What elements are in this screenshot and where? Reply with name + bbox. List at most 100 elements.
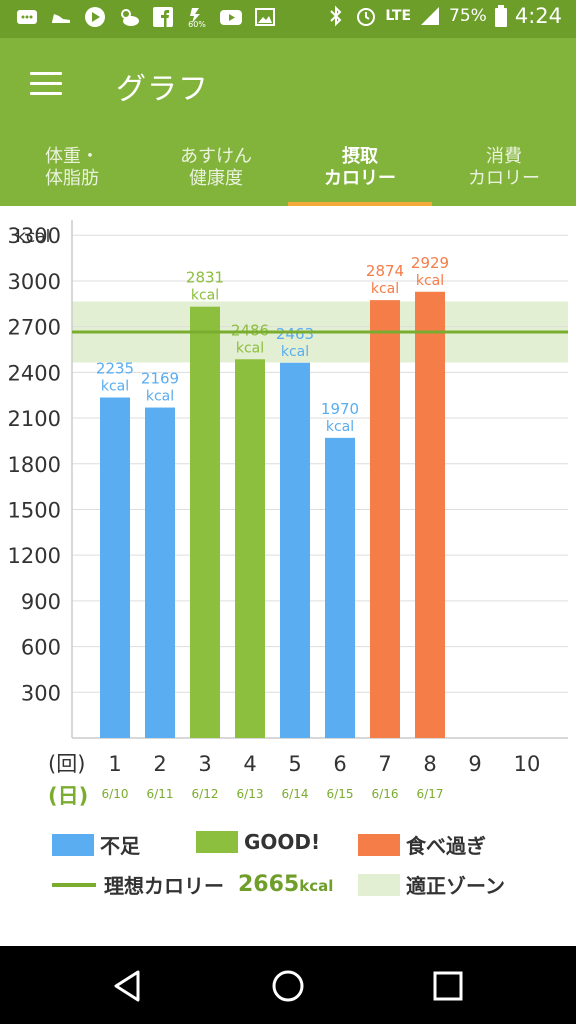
chart-svg: 300 600 900 1200 1500 1800 2100 2400 2700 3000 330…	[8, 220, 568, 808]
tab-label-line2: 体脂肪	[45, 168, 99, 189]
data-label-unit: kcal	[371, 281, 399, 297]
battery-percent: 75%	[449, 6, 487, 26]
legend-swatch-good	[196, 831, 238, 853]
app-bar: グラフ 体重・ 体脂肪 あすけん 健康度 摂取 カロリー 消費 カロリー	[0, 38, 576, 206]
x-row-label: (回)	[48, 752, 85, 776]
alarm-icon	[357, 8, 376, 26]
data-label-unit: kcal	[326, 419, 354, 435]
bar-4	[235, 359, 265, 738]
legend-label-zone: 適正ゾーン	[406, 874, 505, 898]
svg-text:60%: 60%	[188, 20, 206, 28]
chart-legend: 不足 GOOD! 食べ過ぎ 理想カロリー 2665kcal 適正ゾーン	[0, 822, 576, 942]
data-label-unit: kcal	[236, 340, 264, 356]
y-tick-label: 600	[21, 636, 61, 660]
x-tick-label: 1	[108, 752, 121, 776]
tab-weight-bodyfat[interactable]: 体重・ 体脂肪	[0, 138, 144, 206]
legend-label-ideal: 理想カロリー	[104, 874, 224, 898]
x-tick-label: 10	[514, 752, 541, 776]
bar-1	[100, 397, 130, 738]
tab-label-line2: カロリー	[324, 168, 396, 189]
photo-icon	[255, 8, 275, 26]
data-label-value: 2169	[141, 370, 179, 388]
bar-2	[145, 407, 175, 738]
legend-label-good: GOOD!	[244, 830, 321, 854]
legend-label-short: 不足	[100, 834, 140, 858]
shoe-icon	[52, 14, 70, 23]
bar-8	[415, 291, 445, 738]
date-tick-label: 6/16	[372, 787, 399, 801]
legend-label-over: 食べ過ぎ	[406, 834, 486, 858]
legend-swatch-over	[358, 833, 400, 856]
x-tick-label: 2	[153, 752, 166, 776]
chat-icon	[17, 10, 37, 24]
y-tick-label: 1800	[8, 453, 61, 477]
data-label-unit: kcal	[146, 389, 174, 405]
tab-health-score[interactable]: あすけん 健康度	[144, 138, 288, 206]
y-tick-label: 900	[21, 590, 61, 614]
calorie-bar-chart: 300 600 900 1200 1500 1800 2100 2400 2700 3000 330…	[0, 206, 576, 816]
recents-icon[interactable]	[430, 968, 466, 1004]
ideal-calorie-value: 2665kcal	[238, 872, 333, 897]
tab-burned-calories[interactable]: 消費 カロリー	[432, 138, 576, 206]
saver-icon: 60%	[188, 8, 206, 28]
battery-icon	[494, 5, 507, 27]
y-tick-label: 3000	[8, 270, 61, 294]
x-tick-label: 5	[288, 752, 301, 776]
x-tick-label: 8	[423, 752, 436, 776]
notification-icons: 60%	[16, 6, 276, 28]
y-tick-label: 1500	[8, 498, 61, 522]
date-tick-label: 6/17	[417, 787, 444, 801]
y-axis-unit-label: kcal	[16, 227, 50, 247]
weather-icon	[121, 9, 139, 26]
network-type: LTE	[385, 8, 412, 24]
legend-item-zone: 適正ゾーン	[358, 870, 505, 899]
tab-intake-calories[interactable]: 摂取 カロリー	[288, 138, 432, 206]
legend-swatch-zone	[358, 873, 400, 896]
x-tick-label: 4	[243, 752, 256, 776]
date-tick-label: 6/14	[282, 787, 309, 801]
tab-bar: 体重・ 体脂肪 あすけん 健康度 摂取 カロリー 消費 カロリー	[0, 138, 576, 206]
data-label-unit: kcal	[191, 288, 219, 304]
y-tick-label: 1200	[8, 544, 61, 568]
data-label-value: 2929	[411, 254, 449, 272]
x-tick-label: 6	[333, 752, 346, 776]
ideal-calorie-unit: kcal	[299, 877, 334, 895]
x-tick-label: 3	[198, 752, 211, 776]
bar-3	[190, 306, 220, 738]
tab-label-line1: 体重・	[45, 146, 99, 167]
legend-item-ideal: 理想カロリー 2665kcal	[52, 870, 333, 899]
back-icon[interactable]	[110, 968, 146, 1004]
bluetooth-icon	[330, 5, 342, 27]
play-icon	[85, 7, 105, 27]
data-label-value: 2486	[231, 321, 269, 339]
date-row-label: (日)	[48, 784, 88, 808]
tab-label-line2: カロリー	[468, 168, 540, 189]
tab-label-line1: あすけん	[180, 146, 252, 167]
date-tick-label: 6/11	[147, 787, 174, 801]
date-tick-label: 6/12	[192, 787, 219, 801]
tab-label-line2: 健康度	[189, 168, 243, 189]
date-tick-label: 6/10	[102, 787, 129, 801]
page-title: グラフ	[116, 72, 209, 107]
data-label-unit: kcal	[416, 273, 444, 289]
home-icon[interactable]	[270, 968, 306, 1004]
date-tick-label: 6/13	[237, 787, 264, 801]
x-tick-label: 9	[468, 752, 481, 776]
clock: 4:24	[514, 4, 562, 28]
system-nav-bar	[0, 946, 576, 1024]
date-tick-label: 6/15	[327, 787, 354, 801]
ideal-calorie-number: 2665	[238, 872, 300, 897]
system-status: LTE 75% 4:24	[325, 4, 562, 28]
facebook-icon	[153, 7, 173, 27]
legend-item-over: 食べ過ぎ	[358, 830, 486, 859]
data-label-value: 2235	[96, 359, 134, 377]
legend-line-ideal	[52, 882, 96, 887]
data-label-unit: kcal	[281, 344, 309, 360]
y-tick-label: 2400	[8, 361, 61, 385]
hamburger-menu-icon[interactable]	[30, 72, 62, 96]
data-label-value: 2831	[186, 269, 224, 287]
x-tick-label: 7	[378, 752, 391, 776]
data-label-value: 2874	[366, 262, 404, 280]
youtube-icon	[220, 10, 242, 25]
bar-5	[280, 362, 310, 738]
